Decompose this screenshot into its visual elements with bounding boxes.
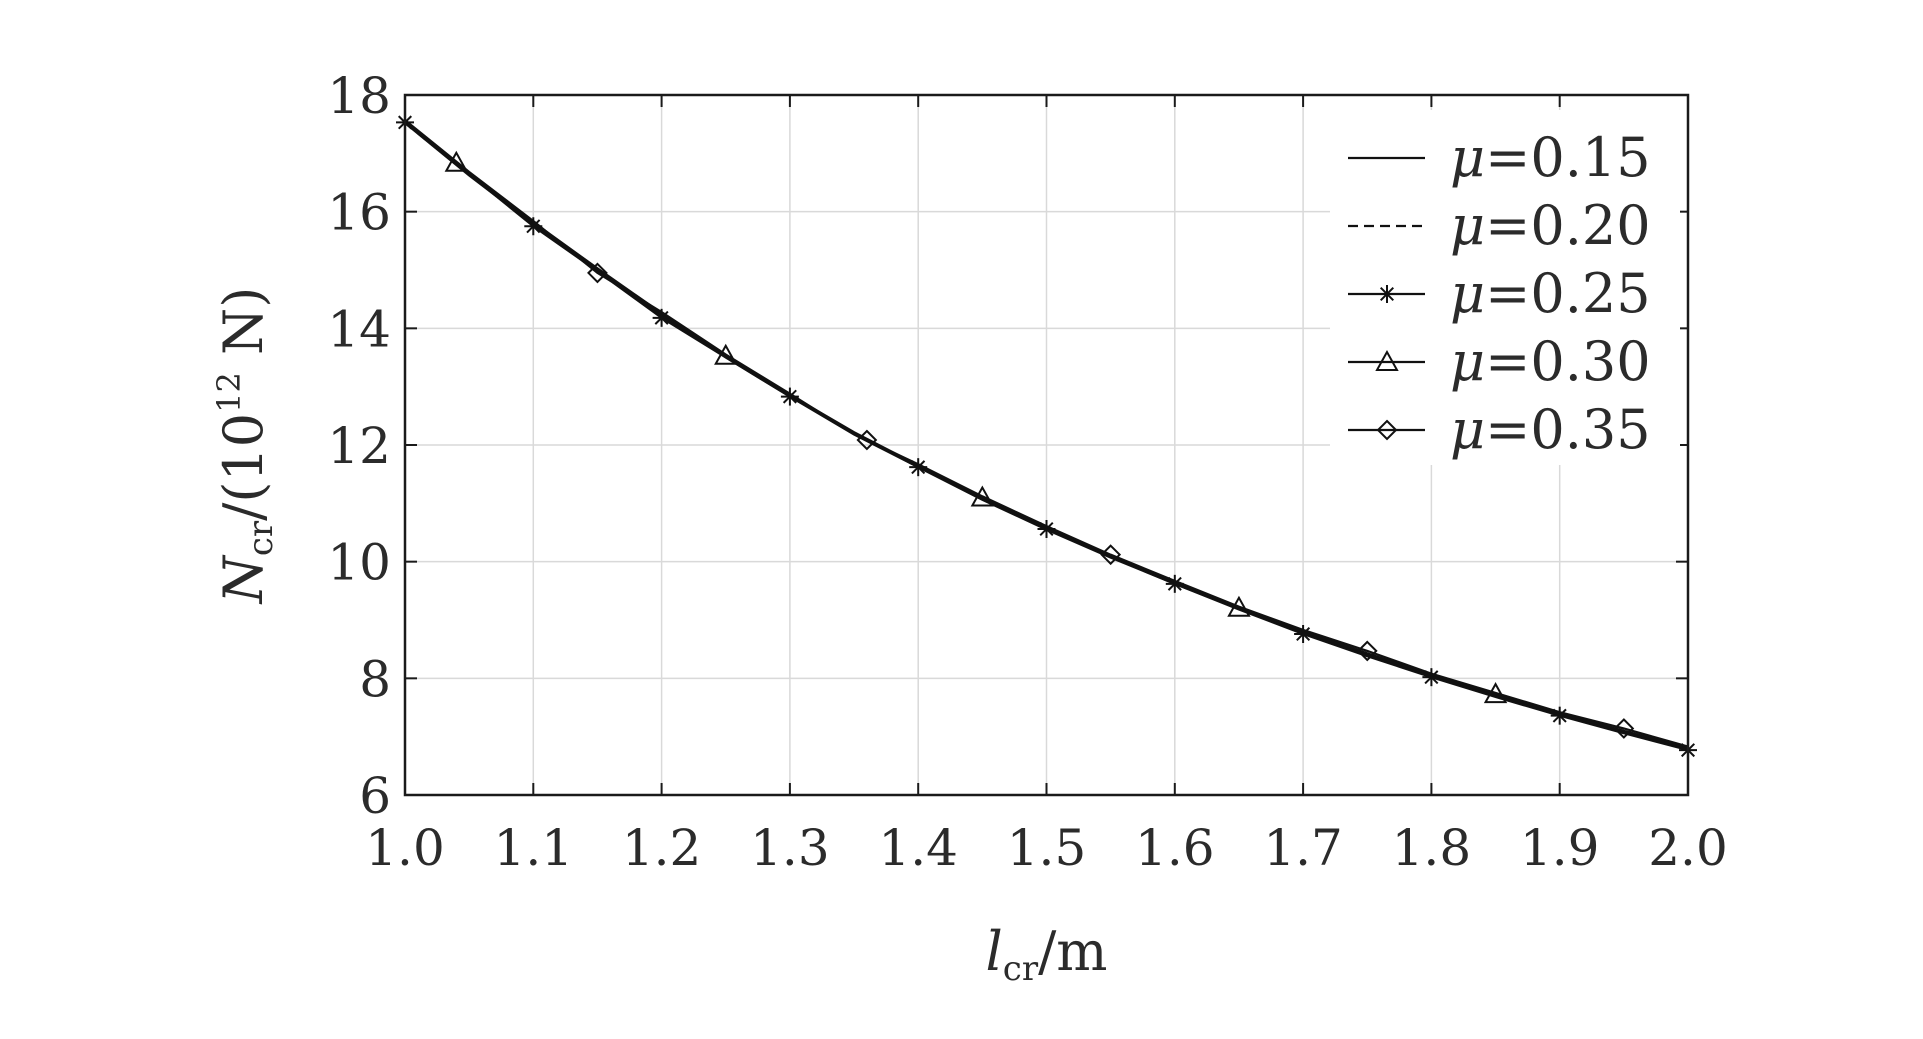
series-line-0-35 <box>404 119 1689 748</box>
data-point-triangle-0-30 <box>1483 682 1508 704</box>
x-ticks: 1.0 1.1 1.2 1.3 1.4 1.5 1.6 1.7 1.8 1.9 2.0 <box>365 95 1728 877</box>
legend-marker-triangle <box>1375 349 1399 371</box>
data-point-diamond-0-35 <box>587 262 608 284</box>
legend-marker-diamond <box>1376 419 1398 441</box>
data-point-diamond-0-35 <box>856 429 878 451</box>
y-axis-label: Ncr/(1012 N) <box>210 287 281 606</box>
x-tick-label: 1.2 <box>622 819 702 877</box>
data-point-diamond-0-35 <box>1613 718 1635 739</box>
x-tick-label: 1.7 <box>1263 819 1343 877</box>
y-tick-label: 16 <box>327 184 391 242</box>
legend-entry-mu-0-25: μ=0.25 <box>1348 262 1651 325</box>
legend-marker-star <box>1378 285 1396 303</box>
legend-entry-mu-0-35: μ=0.35 <box>1348 398 1651 461</box>
y-tick-label: 12 <box>327 417 391 475</box>
x-tick-label: 1.5 <box>1007 819 1087 877</box>
legend-entry-mu-0-15: μ=0.15 <box>1348 126 1651 189</box>
series-layer <box>396 113 1697 760</box>
y-ticks: 6 8 10 12 14 16 18 <box>327 67 1688 825</box>
data-point-diamond-0-35 <box>1356 640 1378 662</box>
x-axis-label: lcr/m <box>986 920 1108 989</box>
legend-label-mu-0-25: μ=0.25 <box>1450 262 1651 325</box>
x-tick-label: 1.4 <box>878 819 958 877</box>
x-tick-label: 2.0 <box>1648 819 1728 877</box>
x-tick-label: 1.9 <box>1520 819 1600 877</box>
x-tick-label: 1.3 <box>750 819 830 877</box>
legend-label-mu-0-15: μ=0.15 <box>1450 126 1651 189</box>
y-tick-label: 8 <box>359 650 391 708</box>
data-point-diamond-0-35 <box>1100 544 1122 566</box>
y-tick-label: 6 <box>359 767 391 825</box>
legend-background <box>1330 110 1680 465</box>
legend: μ=0.15 μ=0.20 μ=0.25 μ=0.30 μ=0.35 <box>1330 110 1680 465</box>
data-point-triangle-0-30 <box>1227 595 1251 617</box>
data-point-triangle-0-30 <box>714 343 738 365</box>
legend-label-mu-0-35: μ=0.35 <box>1450 398 1651 461</box>
data-point-triangle-0-30 <box>970 485 995 507</box>
x-tick-label: 1.6 <box>1135 819 1215 877</box>
x-tick-label: 1.1 <box>494 819 574 877</box>
y-tick-label: 10 <box>327 534 391 592</box>
x-tick-label: 1.8 <box>1392 819 1472 877</box>
y-tick-label: 14 <box>327 300 391 358</box>
legend-label-mu-0-20: μ=0.20 <box>1450 194 1651 257</box>
y-tick-label: 18 <box>327 67 391 125</box>
legend-label-mu-0-30: μ=0.30 <box>1450 330 1651 393</box>
legend-entry-mu-0-20: μ=0.20 <box>1348 194 1651 257</box>
legend-entry-mu-0-30: μ=0.30 <box>1348 330 1651 393</box>
x-tick-label: 1.0 <box>365 819 445 877</box>
data-point-triangle-0-30 <box>444 150 469 172</box>
